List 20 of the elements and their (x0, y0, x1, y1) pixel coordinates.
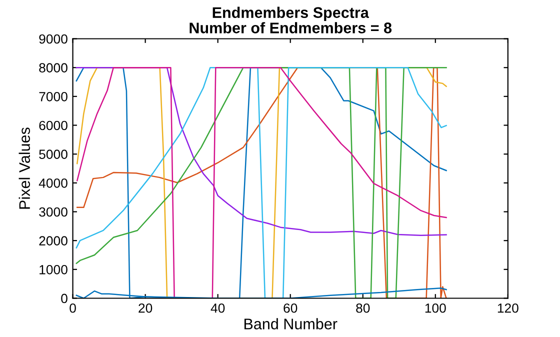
x-tick-label: 120 (498, 303, 518, 313)
y-tick-label: 1000 (40, 264, 68, 274)
y-tick-label: 3000 (39, 207, 68, 217)
y-tick-label: 4000 (38, 178, 68, 188)
y-tick-label: 8000 (39, 63, 68, 72)
y-tick-label: 0 (61, 294, 68, 304)
x-tick-label: 60 (284, 303, 298, 313)
y-tick-label: 2000 (39, 236, 68, 246)
y-tick-label: 5000 (39, 150, 68, 159)
y-axis-title: Pixel Values (18, 128, 30, 209)
chart-title: Endmembers Spectra Number of Endmembers = 8 (190, 6, 392, 34)
x-tick-label: 100 (425, 303, 446, 313)
y-tick-label: 9000 (39, 34, 68, 44)
x-axis-title: Band Number (244, 318, 338, 330)
x-tick-label: 40 (210, 303, 225, 313)
x-tick-label: 20 (138, 303, 152, 313)
x-tick-label: 80 (356, 303, 370, 313)
y-tick-label: 7000 (39, 92, 68, 102)
x-tick-label: 0 (70, 303, 76, 313)
y-tick-label: 6000 (39, 120, 68, 130)
